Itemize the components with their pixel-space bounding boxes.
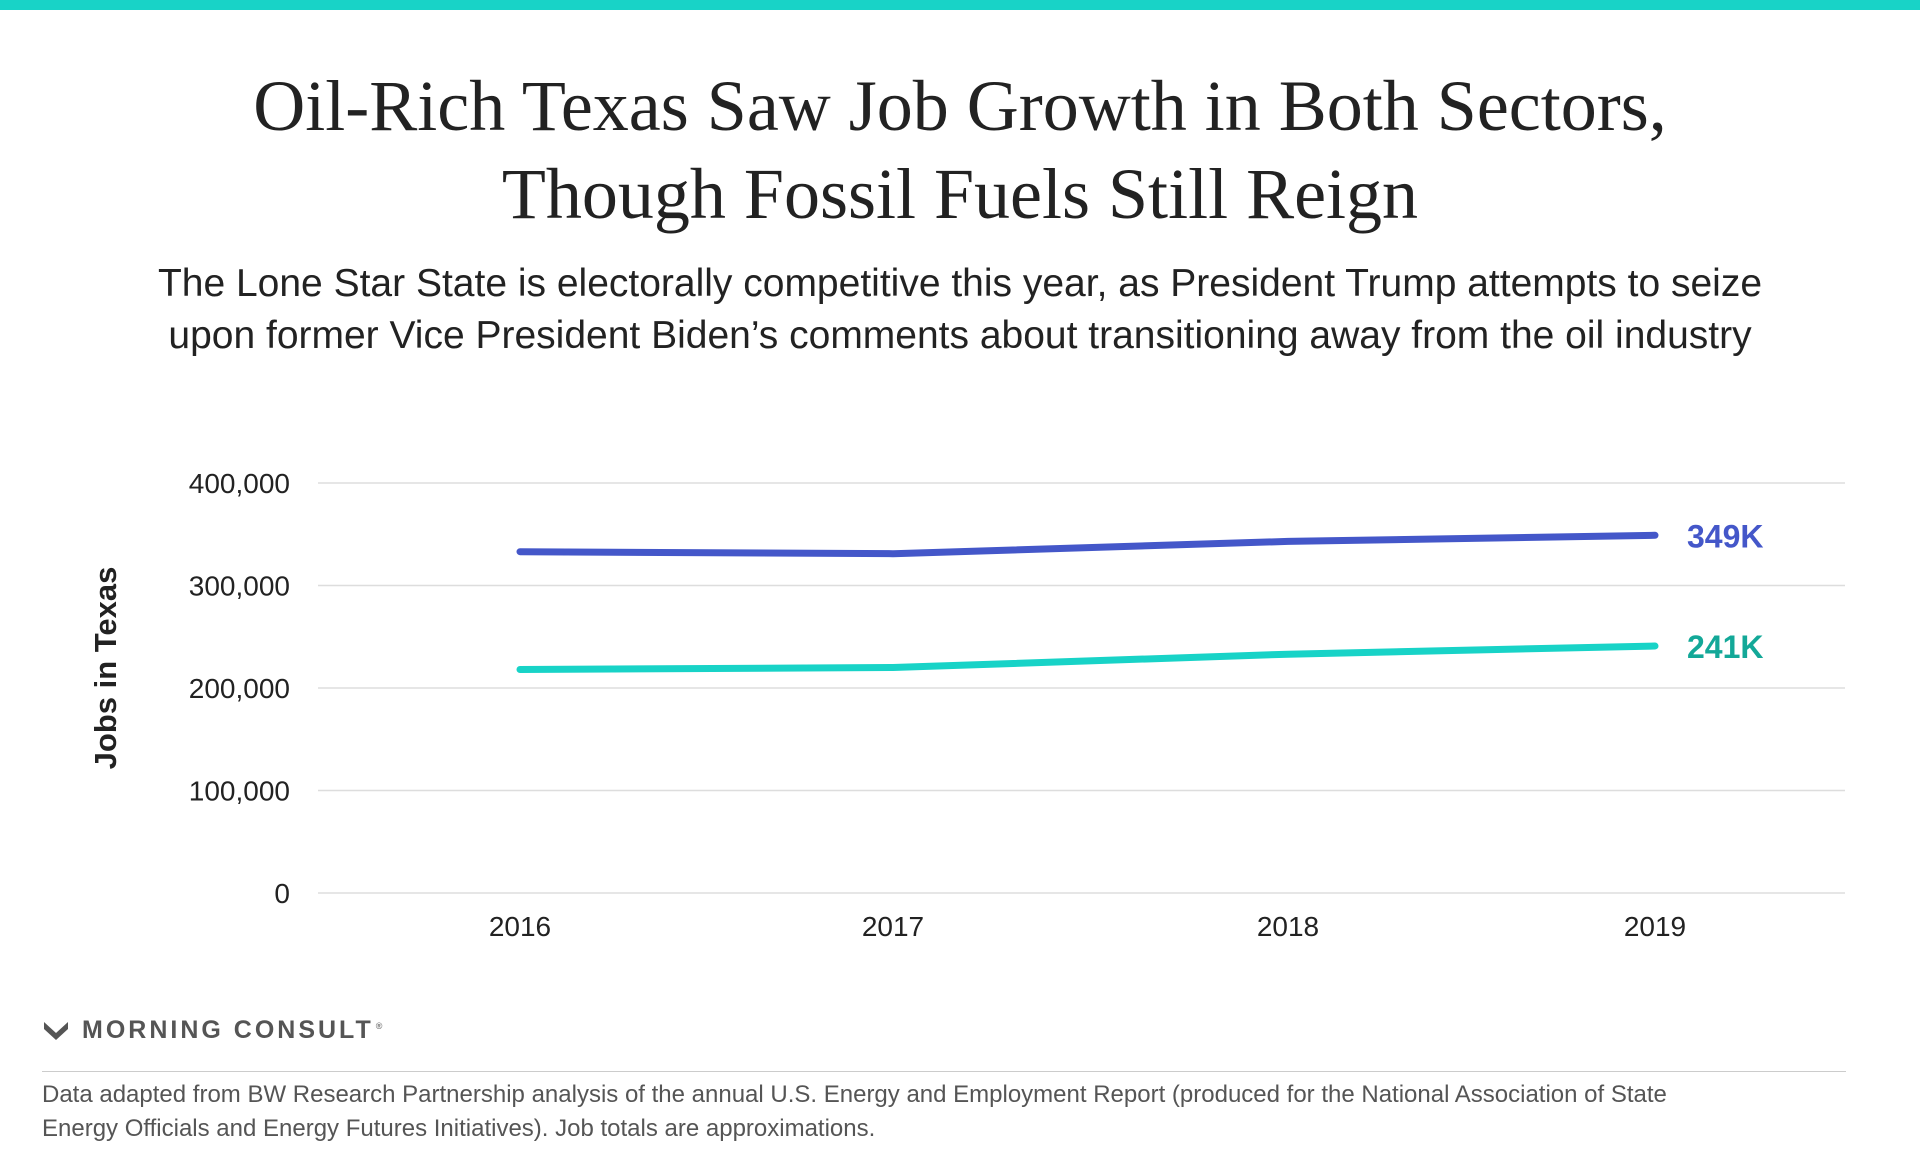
series-end-label: 349K bbox=[1687, 518, 1764, 554]
x-tick-label: 2016 bbox=[489, 911, 551, 942]
subtitle-line-1: The Lone Star State is electorally compe… bbox=[157, 262, 1763, 305]
chart-subtitle: The Lone Star State is electorally compe… bbox=[60, 258, 1860, 362]
chart-title: Oil-Rich Texas Saw Job Growth in Both Se… bbox=[0, 62, 1920, 238]
series-end-label: 241K bbox=[1687, 629, 1764, 665]
brand-name: MORNING CONSULT ® bbox=[82, 1016, 386, 1044]
title-line-2: Though Fossil Fuels Still Reign bbox=[501, 154, 1419, 234]
top-accent-bar bbox=[0, 0, 1920, 10]
y-tick-label: 100,000 bbox=[189, 776, 290, 807]
line-chart: 0 100,000 200,000 300,000 400,000 Jobs in Tex… bbox=[88, 468, 1845, 942]
source-footnote: Data adapted from BW Research Partnershi… bbox=[42, 1078, 1862, 1146]
title-line-1: Oil-Rich Texas Saw Job Growth in Both Se… bbox=[253, 66, 1667, 146]
x-tick-label: 2018 bbox=[1257, 911, 1319, 942]
footnote-line-1: Data adapted from BW Research Partnershi… bbox=[42, 1081, 1667, 1108]
y-tick-label: 200,000 bbox=[189, 673, 290, 704]
y-axis-label: Jobs in Texas bbox=[88, 567, 123, 770]
series-line bbox=[516, 531, 1659, 558]
x-tick-label: 2017 bbox=[862, 911, 924, 942]
x-tick-label: 2019 bbox=[1624, 911, 1686, 942]
trademark-mark: ® bbox=[375, 1020, 386, 1031]
footnote-line-2: Energy Officials and Energy Futures Init… bbox=[42, 1115, 876, 1142]
y-tick-label: 0 bbox=[274, 878, 290, 909]
m-logo-icon bbox=[44, 1021, 68, 1040]
subtitle-line-2: upon former Vice President Biden’s comme… bbox=[168, 314, 1752, 357]
y-tick-label: 400,000 bbox=[189, 468, 290, 499]
footer-divider bbox=[42, 1071, 1846, 1072]
y-tick-label: 300,000 bbox=[189, 571, 290, 602]
brand-logo: MORNING CONSULT ® bbox=[42, 1016, 385, 1045]
series-line bbox=[516, 642, 1659, 673]
